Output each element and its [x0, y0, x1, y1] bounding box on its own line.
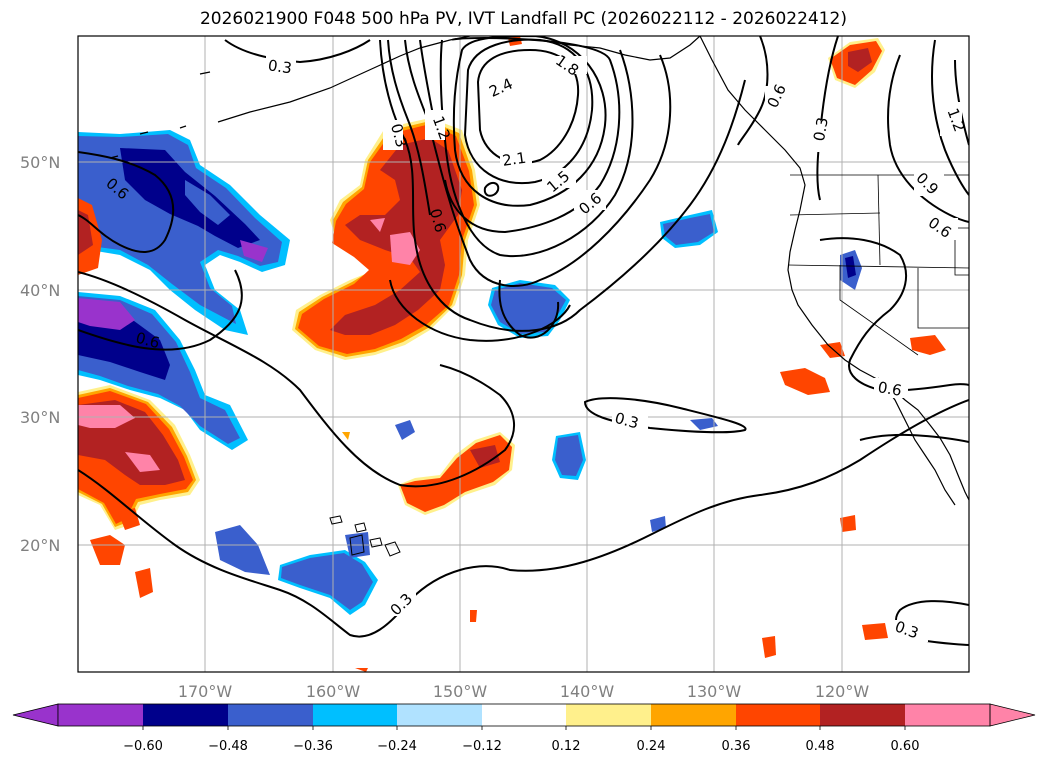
- lon-label-130w: 130°W: [687, 682, 742, 701]
- colorbar-seg-2: [143, 704, 228, 726]
- lat-label-20n: 20°N: [20, 536, 60, 555]
- lon-label-120w: 120°W: [815, 682, 870, 701]
- plot-frame: [77, 35, 970, 673]
- colorbar-seg-6: [482, 704, 566, 726]
- hawaii-islands: [329, 515, 401, 557]
- colorbar-tick-label: −0.60: [123, 739, 163, 754]
- colorbar-seg-1: [58, 704, 143, 726]
- contour-label: 2.1: [501, 149, 527, 170]
- colorbar-seg-9: [736, 704, 820, 726]
- state-borders: [787, 174, 969, 356]
- contour-label: 0.3: [613, 409, 641, 433]
- lat-label-30n: 30°N: [20, 408, 60, 427]
- colorbar-tick-label: 0.12: [552, 739, 581, 754]
- colorbar-extend-high: [989, 703, 1036, 727]
- contour-label: 0.3: [810, 116, 832, 143]
- map-title: 2026021900 F048 500 hPa PV, IVT Landfall…: [199, 9, 847, 29]
- contour-label: 0.3: [267, 56, 293, 77]
- colorbar-tick-label: 0.60: [891, 739, 920, 754]
- colorbar-tick-label: 0.24: [637, 739, 666, 754]
- longitude-labels: 170°W 160°W 150°W 140°W 130°W 120°W: [178, 682, 870, 701]
- lat-label-40n: 40°N: [20, 281, 60, 300]
- colorbar-tick-label: −0.36: [293, 739, 333, 754]
- colorbar-tick-label: 0.48: [806, 739, 835, 754]
- colorbar-seg-10: [820, 704, 905, 726]
- latitude-labels: 50°N 40°N 30°N 20°N: [20, 153, 60, 555]
- colorbar: −0.60 −0.48 −0.36 −0.24 −0.12 0.12 0.24 …: [12, 703, 1036, 754]
- contour-label: 0.6: [876, 378, 903, 400]
- contour-label: 0.6: [134, 329, 162, 353]
- colorbar-tick-label: −0.12: [462, 739, 502, 754]
- lon-label-170w: 170°W: [178, 682, 233, 701]
- contour-label: 0.6: [426, 207, 450, 235]
- colorbar-extend-low: [12, 703, 59, 727]
- colorbar-seg-8: [651, 704, 736, 726]
- pv-contour-small-loop: [483, 182, 500, 197]
- colorbar-seg-7: [566, 704, 651, 726]
- colorbar-seg-3: [228, 704, 313, 726]
- lon-label-150w: 150°W: [433, 682, 488, 701]
- colorbar-seg-5: [397, 704, 482, 726]
- colorbar-tick-label: −0.48: [208, 739, 248, 754]
- graticule: [78, 36, 969, 672]
- colorbar-tick-label: 0.36: [722, 739, 751, 754]
- lon-label-140w: 140°W: [560, 682, 615, 701]
- contour-label: 0.3: [387, 122, 411, 150]
- colorbar-seg-11: [905, 704, 990, 726]
- lat-label-50n: 50°N: [20, 153, 60, 172]
- colorbar-seg-4: [313, 704, 397, 726]
- colorbar-tick-label: −0.24: [377, 739, 417, 754]
- coastlines: [109, 36, 969, 506]
- lon-label-160w: 160°W: [306, 682, 361, 701]
- colorbar-frame: [57, 703, 991, 727]
